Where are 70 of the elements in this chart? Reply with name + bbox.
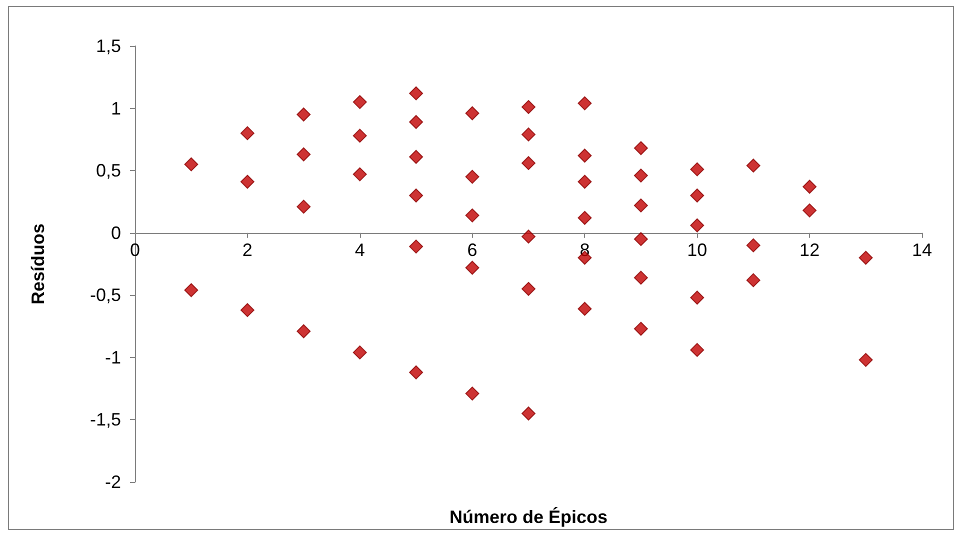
point — [352, 128, 367, 143]
point — [746, 273, 760, 288]
point — [690, 342, 704, 357]
y-axis-title: Resíduos — [28, 223, 48, 305]
point — [465, 208, 480, 222]
point — [634, 322, 648, 336]
point — [634, 270, 648, 285]
x-tick-label: 6 — [467, 240, 478, 260]
point — [746, 238, 760, 252]
y-tick-label: 1 — [110, 98, 121, 118]
point — [352, 95, 367, 110]
point — [522, 100, 536, 114]
point — [465, 260, 480, 275]
point — [465, 106, 480, 120]
point — [352, 345, 367, 360]
point — [578, 148, 592, 163]
point — [522, 127, 536, 142]
y-tick-label: -2 — [104, 472, 121, 492]
point — [240, 174, 254, 189]
point — [522, 406, 536, 420]
point — [634, 198, 648, 212]
point — [578, 302, 592, 316]
point — [409, 150, 424, 164]
x-tick-label: 10 — [687, 240, 708, 260]
x-tick-label: 14 — [912, 240, 932, 260]
y-tick-label: -1,5 — [90, 410, 121, 430]
point — [634, 168, 648, 183]
point — [634, 232, 648, 246]
point — [522, 156, 536, 170]
point — [409, 86, 424, 100]
y-tick-label: 0 — [110, 222, 121, 243]
point — [409, 188, 424, 202]
point — [802, 203, 817, 218]
y-tick-label: 1,5 — [96, 36, 121, 56]
point — [184, 157, 198, 172]
point — [690, 188, 704, 202]
point — [578, 174, 592, 189]
x-tick-label: 0 — [130, 240, 140, 260]
point — [465, 170, 480, 184]
point — [690, 290, 704, 305]
x-tick-label: 2 — [242, 240, 252, 260]
point — [465, 386, 480, 401]
y-tick-label: -1 — [104, 347, 121, 368]
point — [296, 324, 311, 338]
x-tick-label: 12 — [800, 240, 820, 260]
point — [352, 167, 367, 182]
y-tick-label: -0,5 — [90, 285, 121, 306]
point — [184, 283, 198, 298]
point — [858, 250, 873, 265]
point — [409, 365, 424, 380]
point — [409, 240, 424, 254]
y-tick-label: 0,5 — [96, 160, 121, 181]
point — [578, 96, 592, 110]
point — [240, 303, 254, 318]
point — [578, 210, 592, 225]
point — [296, 200, 311, 214]
point — [858, 352, 873, 367]
point — [802, 180, 817, 194]
point — [634, 141, 648, 156]
point — [522, 282, 536, 296]
point — [296, 108, 311, 122]
point — [296, 147, 311, 162]
point — [746, 158, 760, 173]
point — [240, 126, 254, 140]
point — [522, 230, 536, 244]
x-tick-label: 4 — [354, 240, 365, 260]
point — [690, 218, 704, 232]
x-axis-title: Número de Épicos — [449, 507, 608, 527]
point — [409, 114, 424, 129]
point — [690, 162, 704, 176]
